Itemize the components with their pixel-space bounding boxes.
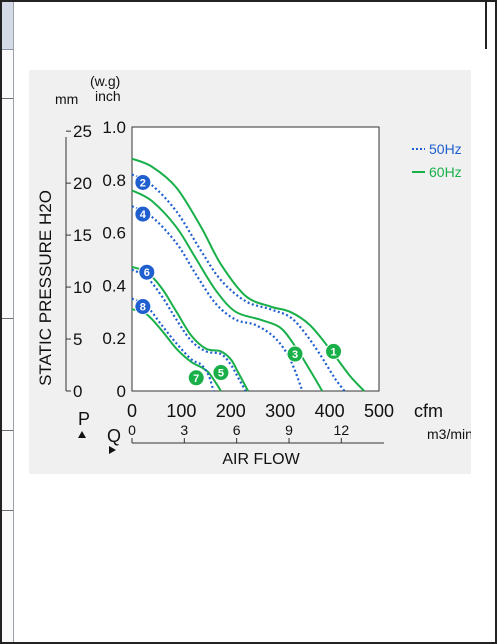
x-cfm-tick-label: 500 (364, 401, 394, 421)
curve-marker-label: 2 (140, 177, 146, 189)
y-inch-tick-label: 0.2 (102, 329, 126, 348)
y-axis-title: STATIC PRESSURE H2O (36, 190, 55, 386)
curve-marker-label: 1 (330, 346, 336, 358)
row-divider (0, 430, 13, 431)
y-mm-tick-label: 20 (73, 174, 92, 193)
x-m3-tick-label: 6 (233, 422, 241, 438)
x-axis-title: AIR FLOW (222, 451, 300, 468)
x-m3-tick-label: 3 (180, 422, 188, 438)
row-divider (0, 510, 13, 511)
p-axis-label: P (78, 409, 90, 429)
m3min-unit-label: m3/min (427, 426, 471, 442)
legend-50hz-label: 50Hz (429, 141, 462, 157)
mm-unit-label: mm (55, 91, 78, 107)
curve-6-line (131, 268, 247, 392)
x-cfm-tick-label: 200 (216, 401, 246, 421)
curve-marker-8 (134, 298, 152, 316)
q-axis-label: Q (107, 426, 121, 446)
x-cfm-tick-label: 0 (127, 401, 137, 421)
row-divider (0, 98, 13, 99)
curve-5-line (131, 265, 249, 392)
x-cfm-tick-label: 300 (265, 401, 295, 421)
curve-marker-7 (187, 369, 205, 387)
curve-marker-label: 7 (193, 373, 199, 385)
curve-marker-label: 4 (140, 209, 147, 221)
curve-marker-label: 8 (140, 302, 146, 314)
curve-marker-4 (134, 205, 152, 223)
x-cfm-tick-label: 100 (166, 401, 196, 421)
inch-unit-top-label: (w.g) (90, 73, 120, 89)
y-inch-tick-label: 0 (117, 382, 126, 401)
x-m3-tick-label: 9 (285, 422, 293, 438)
p-arrow-icon (78, 431, 86, 438)
y-mm-tick-label: 5 (73, 330, 82, 349)
fan-curve-chart: mm (w.g) inch STATIC PRESSURE H2O AIR FL… (36, 73, 473, 468)
y-mm-tick-label: 25 (73, 122, 92, 141)
inch-unit-label: inch (95, 88, 121, 104)
y-mm-tick-label: 10 (73, 278, 92, 297)
left-panel-header (0, 2, 13, 50)
curve-marker-3 (286, 345, 304, 363)
curve-marker-2 (134, 173, 152, 191)
y-inch-tick-label: 1.0 (102, 118, 126, 137)
curve-marker-label: 3 (292, 349, 298, 361)
y-mm-tick-label: 15 (73, 226, 92, 245)
y-inch-tick-label: 0.6 (102, 224, 126, 243)
x-cfm-tick-label: 400 (315, 401, 345, 421)
cfm-unit-label: cfm (414, 401, 443, 421)
x-m3-tick-label: 12 (334, 422, 350, 438)
curve-4-line (131, 205, 304, 392)
chart-panel: mm (w.g) inch STATIC PRESSURE H2O AIR FL… (29, 70, 473, 474)
legend-60hz-label: 60Hz (429, 164, 462, 180)
left-panel-strip (0, 0, 14, 644)
curve-marker-1 (325, 342, 343, 360)
y-mm-tick-label: 0 (73, 382, 82, 401)
curve-marker-6 (138, 263, 156, 281)
q-arrow-icon (109, 446, 116, 454)
row-divider (0, 318, 13, 319)
right-panel-header (485, 2, 497, 49)
curve-marker-label: 6 (144, 267, 150, 279)
curve-7-line (131, 308, 222, 392)
y-inch-tick-label: 0.4 (102, 276, 126, 295)
x-m3-tick-label: 0 (128, 422, 136, 438)
curve-2-line (131, 173, 346, 392)
curve-marker-label: 5 (218, 368, 224, 380)
y-inch-tick-label: 0.8 (102, 171, 126, 190)
curve-marker-5 (212, 364, 230, 382)
